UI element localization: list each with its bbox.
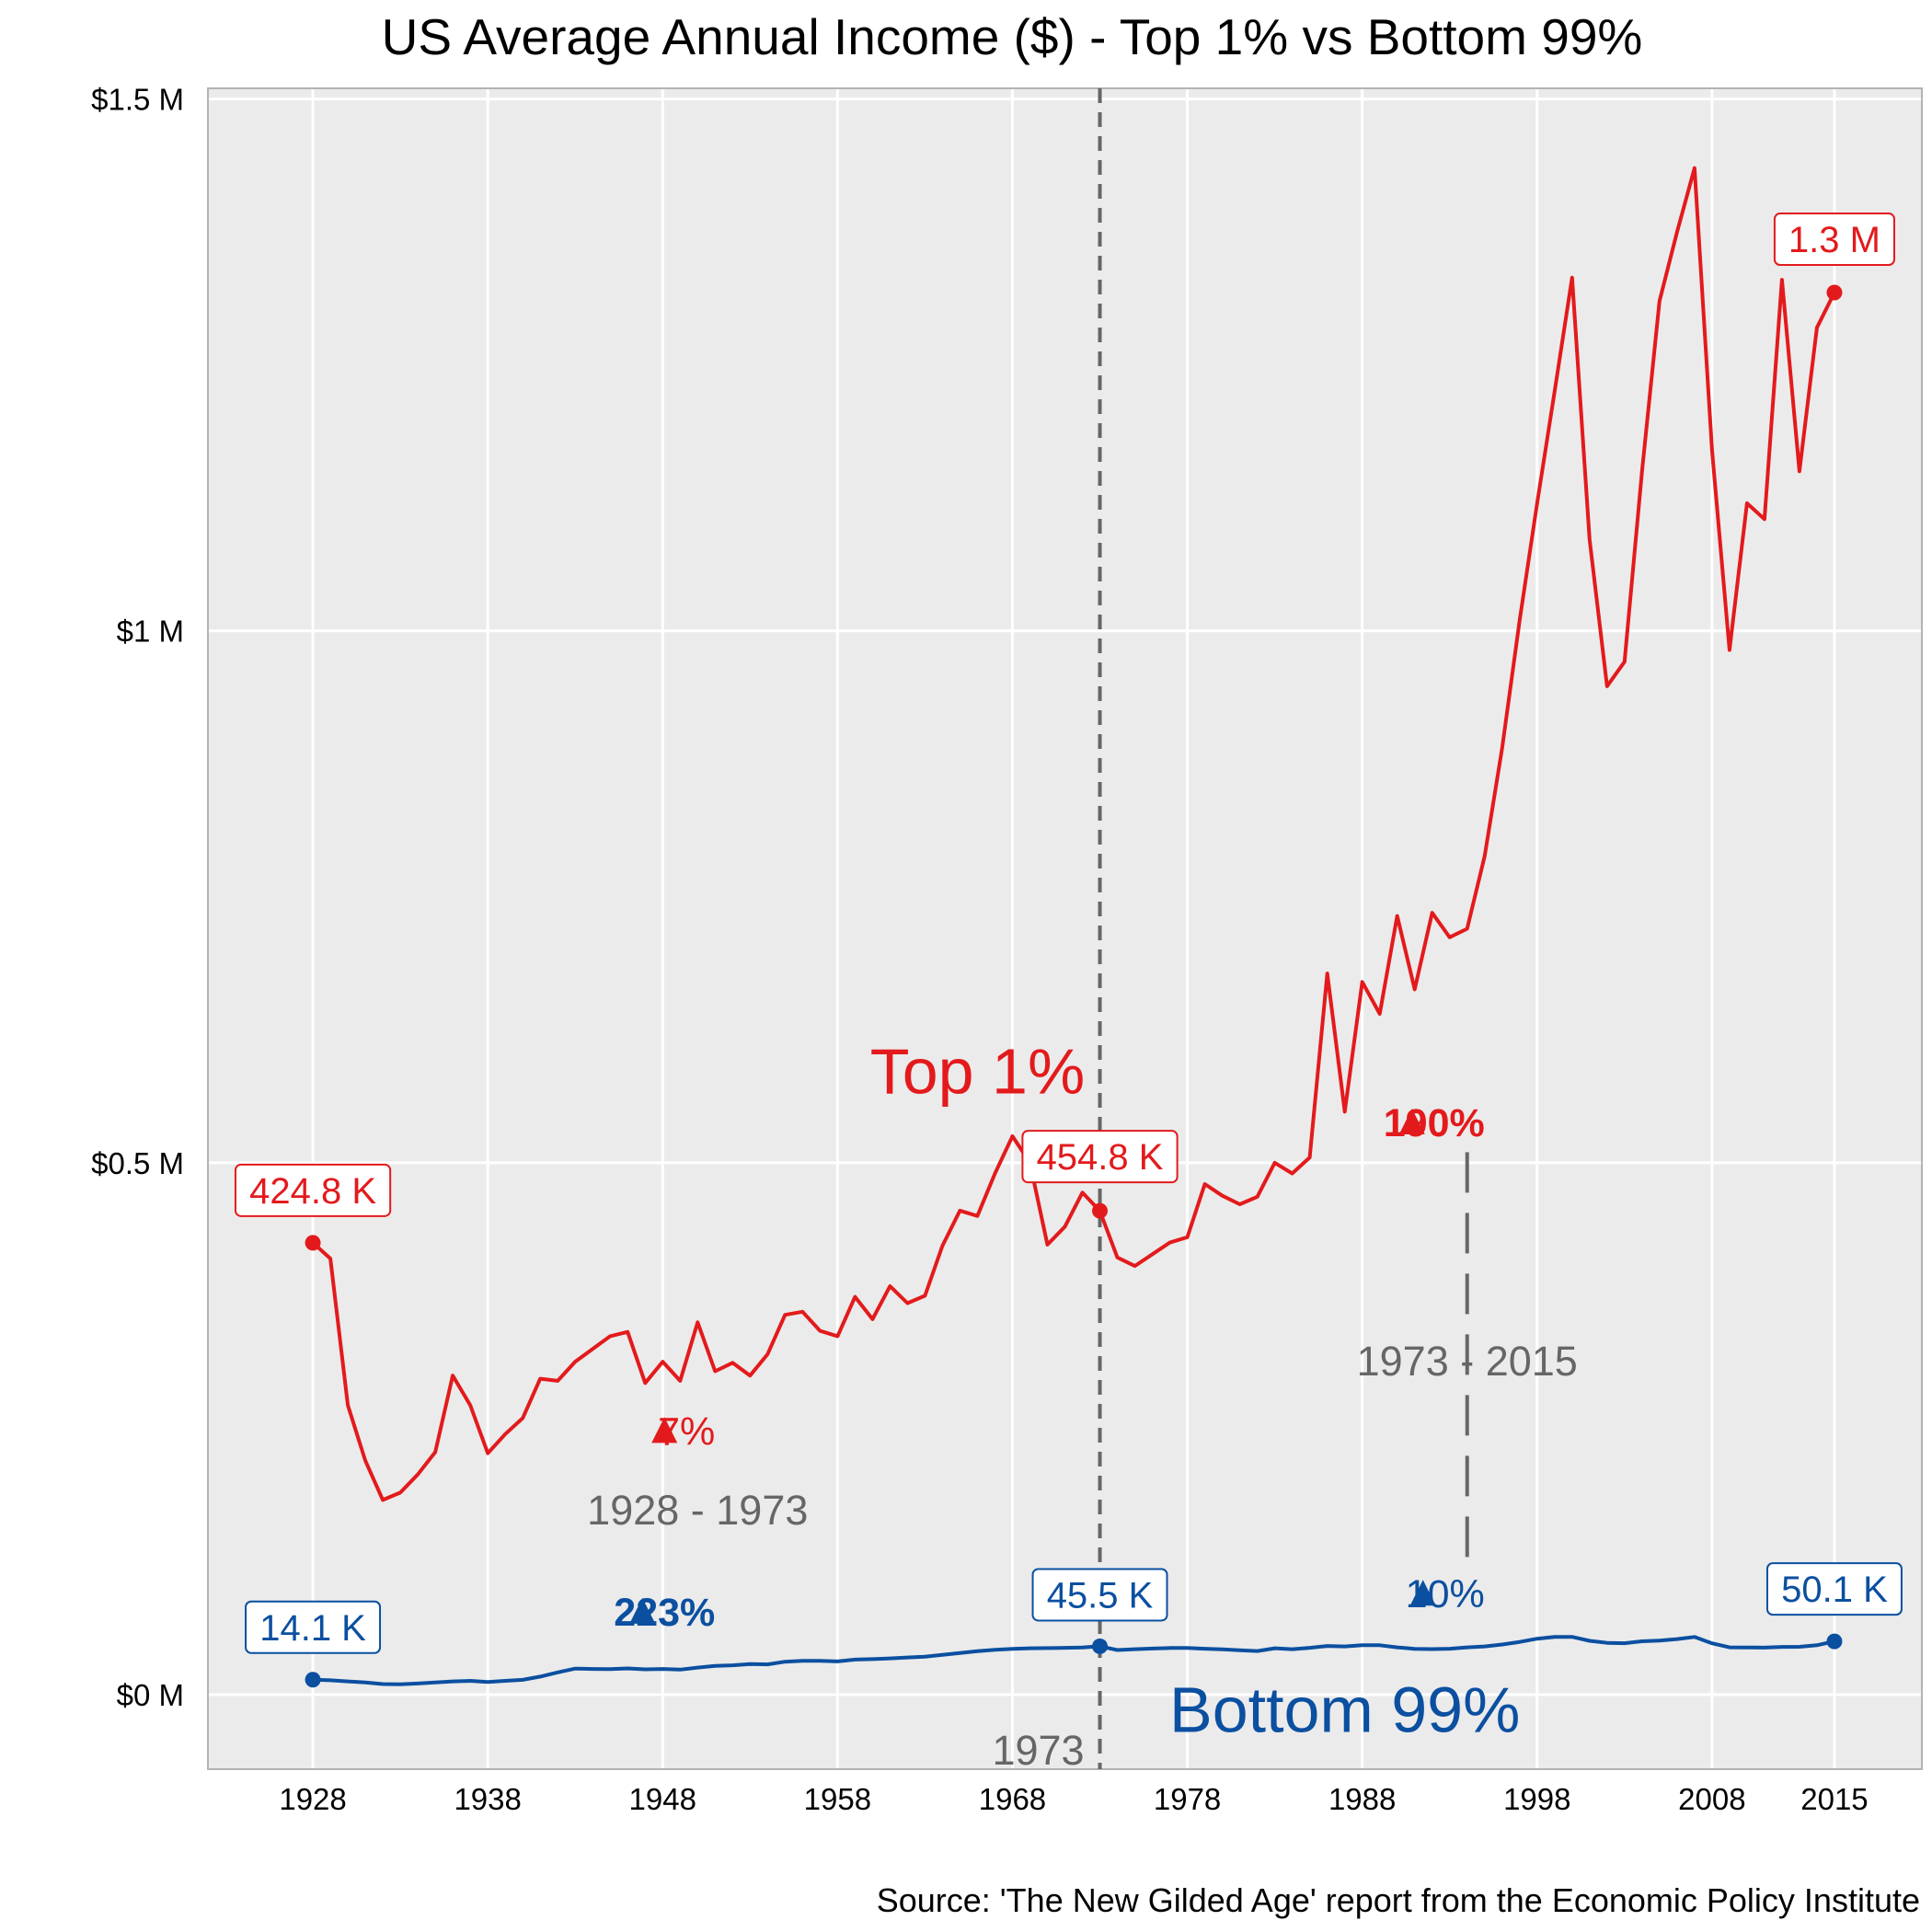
series-label-bottom: Bottom 99% <box>1169 1674 1520 1746</box>
pct-top-1928-1973: 7% <box>651 1409 715 1454</box>
label-box <box>1765 1562 1903 1616</box>
period-label-1928-1973: 1928 - 1973 <box>587 1487 808 1534</box>
x-tick-label: 1948 <box>629 1782 696 1816</box>
axes: $0 M $0.5 M $1 M $1.5 M 1928 1938 1948 1958 1968… <box>91 83 1869 1816</box>
label-box <box>1031 1568 1168 1622</box>
pct-top-1-text: 7% <box>658 1409 715 1454</box>
series-line-bottom <box>313 1635 1835 1686</box>
label-box <box>1773 213 1895 267</box>
pct-top-2-text: 190% <box>1384 1101 1485 1145</box>
percent-change-labels: 7% 190% 223% 10% <box>614 1101 1484 1635</box>
x-tick-label: 1988 <box>1328 1782 1396 1816</box>
point-top-2015 <box>1826 284 1843 301</box>
up-triangle-icon <box>1409 1580 1436 1606</box>
x-tick-label: 1998 <box>1503 1782 1570 1816</box>
point-top-1928 <box>305 1235 321 1251</box>
y-tick-label: $0.5 M <box>91 1146 184 1180</box>
highlight-points <box>305 284 1843 1688</box>
x-tick-label: 2015 <box>1800 1782 1868 1816</box>
series-line-top <box>311 166 1836 1502</box>
period-annotations: 1928 - 1973 1973 - 2015 <box>587 1152 1578 1568</box>
up-triangle-icon <box>651 1417 678 1443</box>
label-text: 424.8 K <box>249 1171 376 1212</box>
pct-bottom-2-text: 10% <box>1406 1572 1485 1616</box>
y-tick-label: $1.5 M <box>91 83 184 117</box>
period-label-1973-2015: 1973 - 2015 <box>1357 1338 1578 1385</box>
series-lines <box>311 166 1836 1686</box>
label-top-2015: 1.3 M <box>1773 213 1895 267</box>
up-triangle-icon <box>629 1597 656 1624</box>
panel-border <box>207 87 1923 1770</box>
vline-label: 1973 <box>992 1727 1084 1774</box>
x-tick-label: 1938 <box>454 1782 521 1816</box>
label-text: 50.1 K <box>1781 1570 1888 1610</box>
label-text: 45.5 K <box>1047 1575 1154 1616</box>
pct-top-1973-2015: 190% <box>1384 1101 1485 1145</box>
up-triangle-icon <box>1398 1108 1425 1134</box>
label-text: 454.8 K <box>1037 1137 1164 1178</box>
pct-bottom-1973-2015: 10% <box>1406 1572 1485 1616</box>
label-bottom-2015: 50.1 K <box>1765 1562 1903 1616</box>
x-tick-label: 2008 <box>1678 1782 1745 1816</box>
pct-bottom-1928-1973: 223% <box>614 1591 715 1635</box>
point-bottom-1928 <box>305 1672 321 1688</box>
label-text: 1.3 M <box>1788 220 1880 260</box>
label-text: 14.1 K <box>259 1608 366 1649</box>
label-box <box>245 1600 382 1654</box>
vline-1973: 1973 <box>992 88 1102 1774</box>
label-top-1973: 454.8 K <box>1021 1130 1179 1184</box>
x-tick-label: 1928 <box>279 1782 346 1816</box>
point-labels: 424.8 K 454.8 K 1.3 M 14.1 K 45.5 K 50.1 K <box>234 213 1903 1654</box>
plot-panel <box>208 88 1922 1769</box>
label-bottom-1973: 45.5 K <box>1031 1568 1168 1622</box>
x-tick-label: 1958 <box>804 1782 871 1816</box>
grid-lines <box>207 87 1923 1770</box>
y-tick-label: $0 M <box>117 1678 184 1712</box>
series-label-top: Top 1% <box>870 1036 1085 1108</box>
label-box <box>234 1163 392 1217</box>
label-top-1928: 424.8 K <box>234 1163 392 1217</box>
point-bottom-2015 <box>1826 1633 1843 1650</box>
pct-bottom-1-text: 223% <box>614 1591 715 1635</box>
chart-caption: Source: 'The New Gilded Age' report from… <box>877 1881 1920 1919</box>
x-tick-label: 1978 <box>1154 1782 1221 1816</box>
label-box <box>1021 1130 1179 1184</box>
point-bottom-1973 <box>1092 1638 1109 1654</box>
point-top-1973 <box>1092 1202 1109 1219</box>
x-tick-label: 1968 <box>979 1782 1046 1816</box>
label-bottom-1928: 14.1 K <box>245 1600 382 1654</box>
y-tick-label: $1 M <box>117 615 184 649</box>
chart-title: US Average Annual Income ($) - Top 1% vs… <box>382 8 1643 65</box>
